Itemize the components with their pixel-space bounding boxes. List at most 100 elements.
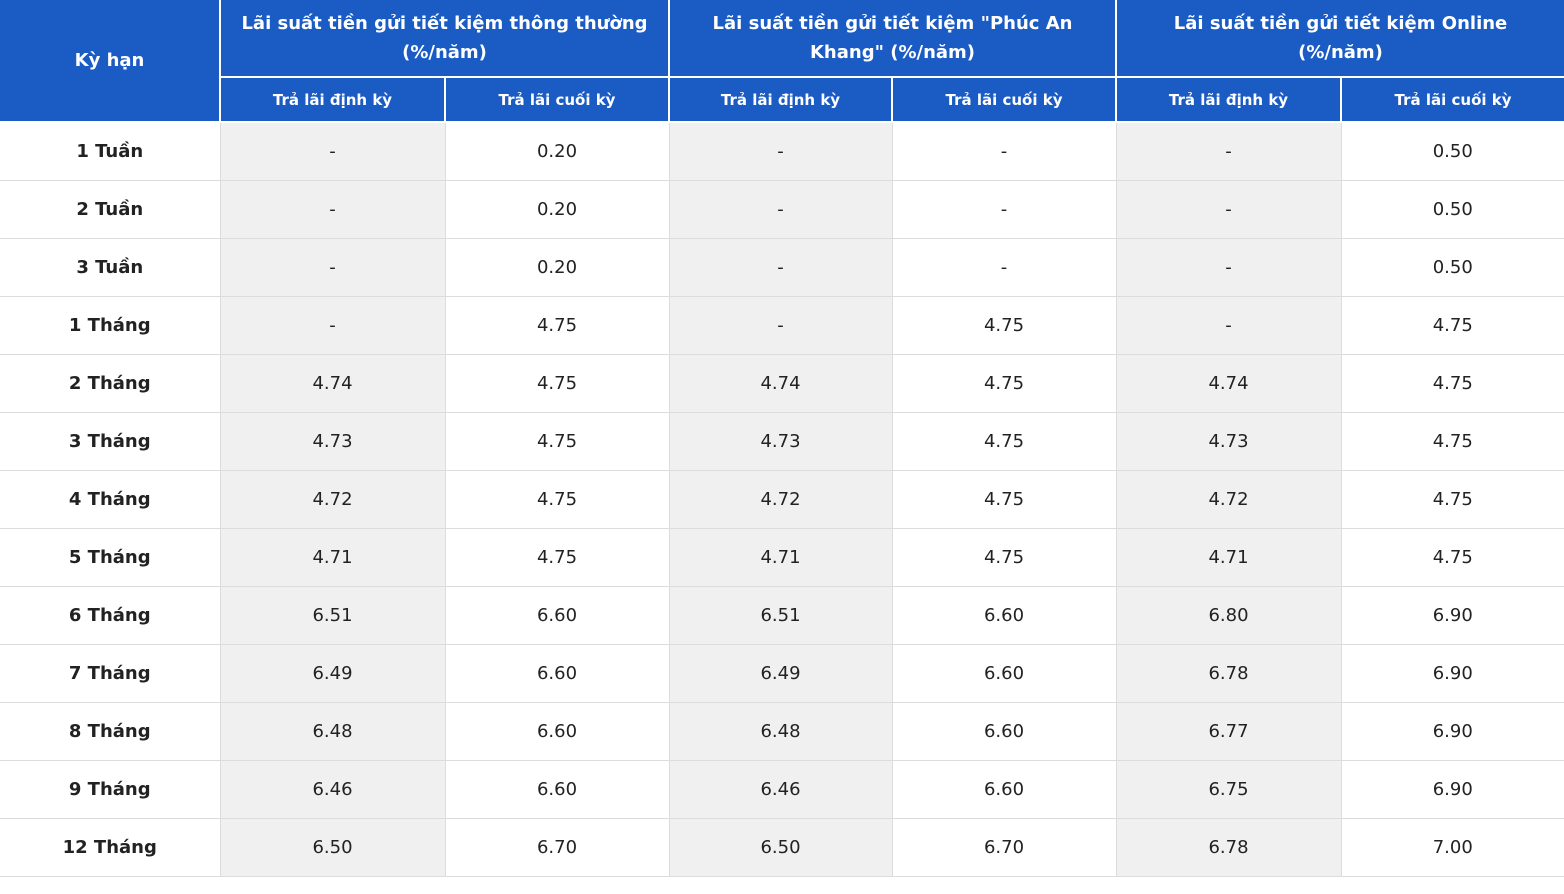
rate-cell: 4.75 <box>444 412 670 471</box>
rate-cell: 4.75 <box>444 528 670 587</box>
rate-cell: - <box>668 121 893 181</box>
group-header: Lãi suất tiền gửi tiết kiệm thông thường… <box>219 0 670 78</box>
rate-cell: 4.75 <box>891 528 1117 587</box>
term-cell: 2 Tuần <box>0 180 221 239</box>
rate-cell: 6.90 <box>1340 702 1564 761</box>
rate-cell: 0.20 <box>444 121 670 181</box>
rate-cell: 6.90 <box>1340 760 1564 819</box>
subheader: Trả lãi cuối kỳ <box>444 77 670 123</box>
rate-cell: 4.75 <box>891 412 1117 471</box>
rate-cell: - <box>1115 121 1342 181</box>
rate-cell: 6.51 <box>668 586 893 645</box>
rate-cell: 6.48 <box>219 702 446 761</box>
rate-cell: 4.74 <box>219 354 446 413</box>
rate-cell: 6.48 <box>668 702 893 761</box>
table-row: 1 Tuần -0.20- - -0.50 <box>0 121 1564 181</box>
rate-cell: 6.90 <box>1340 586 1564 645</box>
rate-cell: 4.75 <box>1340 412 1564 471</box>
table-row: 5 Tháng 4.71 4.75 4.71 4.75 4.71 4.75 <box>0 528 1564 587</box>
term-cell: 8 Tháng <box>0 702 221 761</box>
rate-cell: 6.90 <box>1340 644 1564 703</box>
subheader: Trả lãi cuối kỳ <box>1340 77 1564 123</box>
table-row: 2 Tháng 4.74 4.75 4.74 4.75 4.74 4.75 <box>0 354 1564 413</box>
rate-cell: 6.46 <box>219 760 446 819</box>
rate-cell: 6.60 <box>891 702 1117 761</box>
rate-cell: 4.71 <box>219 528 446 587</box>
rate-cell: 6.60 <box>444 586 670 645</box>
term-cell: 3 Tháng <box>0 412 221 471</box>
group-header: Lãi suất tiền gửi tiết kiệm Online (%/nă… <box>1115 0 1564 78</box>
rate-cell: 6.70 <box>891 818 1117 877</box>
rate-cell: 6.60 <box>444 644 670 703</box>
term-cell: 6 Tháng <box>0 586 221 645</box>
rate-cell: 6.60 <box>444 760 670 819</box>
term-cell: 1 Tuần <box>0 121 221 181</box>
rate-cell: 4.73 <box>1115 412 1342 471</box>
rate-cell: 4.74 <box>1115 354 1342 413</box>
rate-cell: 4.75 <box>1340 296 1564 355</box>
term-cell: 3 Tuần <box>0 238 221 297</box>
rate-cell: 0.20 <box>444 180 670 239</box>
subheader: Trả lãi định kỳ <box>1115 77 1343 123</box>
rate-cell: - <box>1115 296 1342 355</box>
rate-cell: 4.75 <box>444 354 670 413</box>
rate-cell: 0.50 <box>1340 180 1564 239</box>
rate-cell: - <box>1115 238 1342 297</box>
rate-cell: 4.71 <box>1115 528 1342 587</box>
table-row: 7 Tháng 6.49 6.60 6.49 6.60 6.78 6.90 <box>0 644 1564 703</box>
rate-cell: 6.49 <box>219 644 446 703</box>
rate-cell: 6.60 <box>891 644 1117 703</box>
rate-cell: 6.78 <box>1115 644 1342 703</box>
rate-cell: 4.73 <box>668 412 893 471</box>
table-row: 1 Tháng -4.75-4.75-4.75 <box>0 296 1564 355</box>
rate-cell: 6.80 <box>1115 586 1342 645</box>
table-body: 1 Tuần -0.20- - -0.50 2 Tuần -0.20- - -0.50 3 Tu… <box>0 121 1564 877</box>
rate-cell: - <box>219 296 446 355</box>
rate-cell: 6.77 <box>1115 702 1342 761</box>
rate-cell: 0.50 <box>1340 121 1564 181</box>
table-header: Kỳ hạn Lãi suất tiền gửi tiết kiệm thông … <box>0 0 1564 123</box>
rate-cell: - <box>219 238 446 297</box>
rate-cell: 4.72 <box>1115 470 1342 529</box>
rate-cell: 6.60 <box>891 760 1117 819</box>
subheader: Trả lãi cuối kỳ <box>890 77 1118 123</box>
rate-cell: 6.70 <box>444 818 670 877</box>
rate-cell: 6.50 <box>668 818 893 877</box>
rate-cell: 6.78 <box>1115 818 1342 877</box>
rate-cell: 4.72 <box>219 470 446 529</box>
subheader: Trả lãi định kỳ <box>219 77 446 123</box>
subheader: Trả lãi định kỳ <box>668 77 893 123</box>
rate-cell: - <box>219 180 446 239</box>
rate-cell: 4.75 <box>1340 470 1564 529</box>
table-row: 12 Tháng 6.50 6.70 6.50 6.70 6.78 7.00 <box>0 818 1564 877</box>
rate-cell: - <box>891 180 1117 239</box>
rate-cell: 4.75 <box>891 470 1117 529</box>
rate-cell: 4.75 <box>444 296 670 355</box>
term-cell: 5 Tháng <box>0 528 221 587</box>
rate-cell: - <box>668 238 893 297</box>
rate-cell: 4.75 <box>891 296 1117 355</box>
rate-cell: 6.50 <box>219 818 446 877</box>
term-cell: 7 Tháng <box>0 644 221 703</box>
rate-cell: 0.20 <box>444 238 670 297</box>
table-row: 8 Tháng 6.48 6.60 6.48 6.60 6.77 6.90 <box>0 702 1564 761</box>
term-cell: 2 Tháng <box>0 354 221 413</box>
rate-cell: 4.75 <box>444 470 670 529</box>
rate-cell: - <box>668 296 893 355</box>
header-row: Kỳ hạn Lãi suất tiền gửi tiết kiệm thông … <box>0 0 1564 123</box>
rate-cell: 6.60 <box>444 702 670 761</box>
table-row: 3 Tháng 4.73 4.75 4.73 4.75 4.73 4.75 <box>0 412 1564 471</box>
term-header: Kỳ hạn <box>0 0 221 123</box>
rate-cell: - <box>891 121 1117 181</box>
rate-cell: 4.71 <box>668 528 893 587</box>
rate-cell: 4.75 <box>1340 354 1564 413</box>
rate-cell: 4.75 <box>891 354 1117 413</box>
rate-cell: - <box>668 180 893 239</box>
rate-cell: 0.50 <box>1340 238 1564 297</box>
rate-cell: 7.00 <box>1340 818 1564 877</box>
rate-cell: 4.72 <box>668 470 893 529</box>
term-cell: 9 Tháng <box>0 760 221 819</box>
rate-cell: 4.74 <box>668 354 893 413</box>
